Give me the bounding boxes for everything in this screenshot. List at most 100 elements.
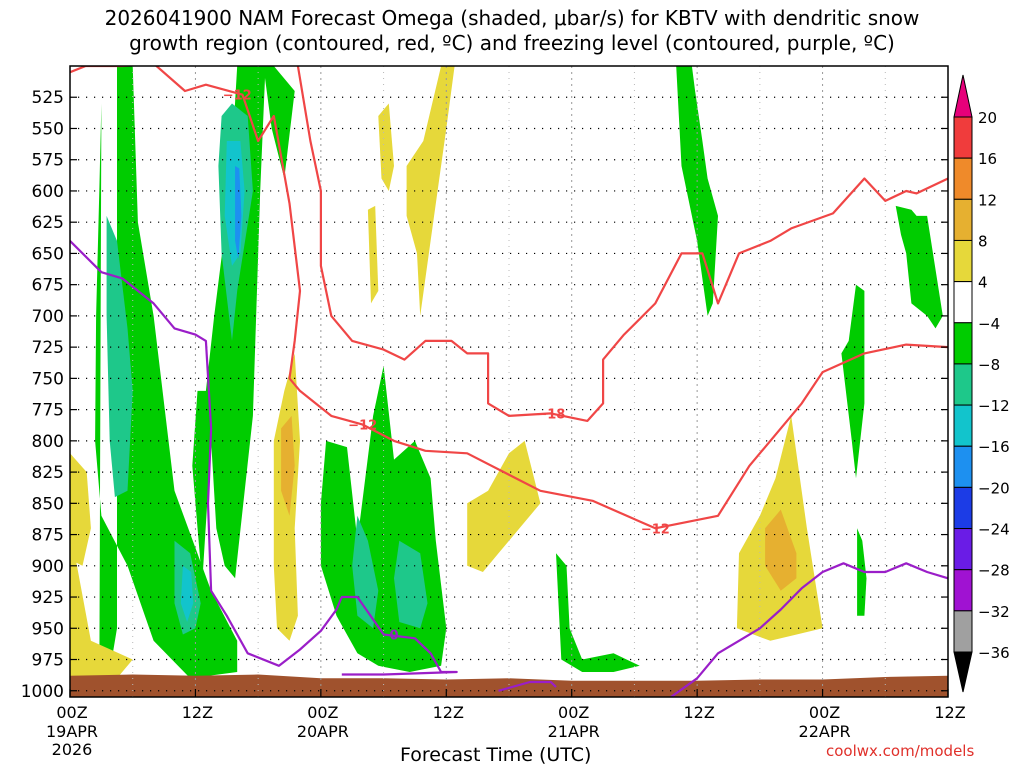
y-tick-label: 925 [32,588,64,608]
y-tick-label: 700 [32,307,64,327]
y-tick-label: 675 [32,276,64,296]
colorbar-band [953,281,973,324]
colorbar-label: 16 [978,150,997,168]
omega-region [180,565,194,622]
freezing-level-line [70,240,458,676]
contour-label: 0 [390,629,399,644]
colorbar-label: −4 [978,315,1000,333]
colorbar-label: −36 [978,644,1010,662]
contour-label: −12 [641,522,670,537]
x-tick-label: 12Z [433,703,464,722]
colorbar-top-arrow [953,74,973,118]
colorbar-label: −24 [978,521,1010,539]
freezing-level-line [498,680,557,692]
x-tick-label: 12Z [182,703,213,722]
colorbar-label: 20 [978,109,997,127]
omega-region [106,215,133,498]
colorbar-band [953,239,973,283]
omega-region [895,205,943,329]
omega-region [320,365,447,672]
colorbar-label: 12 [978,191,997,209]
title-line-2: growth region (contoured, red, ºC) and f… [129,31,895,55]
colorbar-label: −12 [978,397,1010,415]
colorbar-label: −28 [978,562,1010,580]
freezing-level-line [670,562,948,697]
x-date-label: 20APR [297,722,349,741]
omega-region [367,205,379,304]
omega-region [467,440,541,572]
contour-label: −18 [536,407,565,422]
colorbar: 20 16 12 8 4 −4 −8 −12 −16 −20 −24 −28 −32 −36 [953,74,1010,693]
omega-region [70,528,133,679]
colorbar-band [953,528,973,571]
y-tick-label: 850 [32,494,64,514]
omega-region [765,509,797,591]
y-tick-label: 525 [32,88,64,108]
x-year-label: 2026 [52,740,93,759]
omega-region [394,540,428,629]
omega-region [235,166,242,260]
contour-label: −12 [348,419,377,434]
omega-region [378,103,394,191]
omega-region [95,66,238,691]
y-tick-label: 725 [32,338,64,358]
y-tick-label: 975 [32,651,64,671]
y-tick-label: 1000 [21,682,64,702]
x-date-label: 19APR [46,722,98,741]
colorbar-band [953,445,973,488]
colorbar-band [953,322,973,365]
colorbar-band [953,198,973,241]
colorbar-band [953,363,973,406]
y-tick-label: 600 [32,182,64,202]
y-tick-label: 575 [32,151,64,171]
contour-label: −12 [223,89,252,104]
credit-label: coolwx.com/models [826,742,975,760]
colorbar-label: −32 [978,603,1010,621]
colorbar-label: 4 [978,274,988,292]
plot-frame [69,65,949,698]
x-tick-label: 12Z [934,703,965,722]
colorbar-band [953,116,973,159]
omega-region [250,66,295,179]
colorbar-band [953,404,973,447]
contour-layer: −12 −12 −12 −18 0 [70,66,948,697]
y-tick-label: 775 [32,401,64,421]
y-tick-label: 550 [32,119,64,139]
x-tick-label: 00Z [809,703,840,722]
dgz-contour-line [70,66,948,530]
axis-layer: 525 550 575 600 625 650 675 700 725 750 775 800 825 8… [21,88,966,759]
x-date-label: 22APR [799,722,851,741]
y-tick-label: 625 [32,213,64,233]
colorbar-band [953,486,973,530]
y-tick-label: 825 [32,463,64,483]
surface-ground [70,674,948,697]
x-tick-label: 00Z [307,703,338,722]
colorbar-label: −8 [978,356,1000,374]
x-date-label: 21APR [548,722,600,741]
y-tick-label: 950 [32,619,64,639]
colorbar-label: 8 [978,232,988,250]
y-tick-label: 875 [32,526,64,546]
omega-region [556,553,640,672]
x-axis-title: Forecast Time (UTC) [400,744,592,766]
x-tick-label: 12Z [683,703,714,722]
y-tick-label: 650 [32,244,64,264]
colorbar-bottom-arrow [953,651,973,693]
colorbar-band [953,569,973,612]
title-line-1: 2026041900 NAM Forecast Omega (shaded, μ… [104,6,920,30]
colorbar-band [953,610,973,653]
y-tick-label: 750 [32,369,64,389]
x-tick-label: 00Z [558,703,589,722]
colorbar-band [953,157,973,200]
x-tick-label: 00Z [56,703,87,722]
omega-region [70,453,91,566]
dgz-contour-line [296,66,948,422]
y-tick-label: 800 [32,432,64,452]
y-tick-label: 900 [32,557,64,577]
chart-title: 2026041900 NAM Forecast Omega (shaded, μ… [0,6,1024,56]
omega-region [281,415,295,516]
colorbar-label: −16 [978,438,1010,456]
omega-region [841,284,865,479]
colorbar-label: −20 [978,479,1010,497]
